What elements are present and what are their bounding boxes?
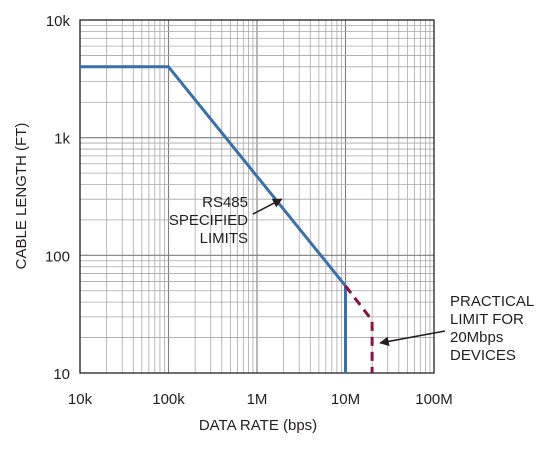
annotation-1-line: SPECIFIED bbox=[169, 212, 248, 229]
annotation-1-line: RS485 bbox=[202, 194, 248, 211]
series-layer bbox=[80, 65, 374, 373]
x-tick-label: 10M bbox=[331, 391, 360, 408]
annotation-2-line: 20Mbps bbox=[450, 329, 503, 346]
series-line-2 bbox=[344, 284, 374, 373]
x-tick-label: 10k bbox=[68, 391, 93, 408]
grid bbox=[79, 20, 434, 374]
y-tick-label: 100 bbox=[45, 248, 70, 265]
x-tick-label: 100M bbox=[415, 391, 453, 408]
x-tick-label: 100k bbox=[152, 391, 185, 408]
annotation-2-line: PRACTICAL bbox=[450, 293, 534, 310]
y-tick-label: 10k bbox=[46, 13, 71, 30]
tick-labels: 10k 100k 1M 10M 100M 10 100 1k 10k bbox=[45, 13, 453, 408]
x-axis-label: DATA RATE (bps) bbox=[199, 417, 317, 434]
y-tick-label: 10 bbox=[53, 366, 70, 383]
annotation-2-line: LIMIT FOR bbox=[450, 311, 524, 328]
plot-frame bbox=[79, 19, 435, 374]
annotation-1-line: LIMITS bbox=[200, 230, 248, 247]
annotation-2-line: DEVICES bbox=[450, 347, 516, 364]
y-tick-label: 1k bbox=[54, 131, 70, 148]
annotation-1-arrow bbox=[252, 198, 283, 215]
series-line-1 bbox=[80, 65, 347, 373]
x-tick-label: 1M bbox=[247, 391, 268, 408]
annotation-2-arrow bbox=[379, 330, 446, 347]
y-axis-label: CABLE LENGTH (FT) bbox=[13, 123, 30, 270]
